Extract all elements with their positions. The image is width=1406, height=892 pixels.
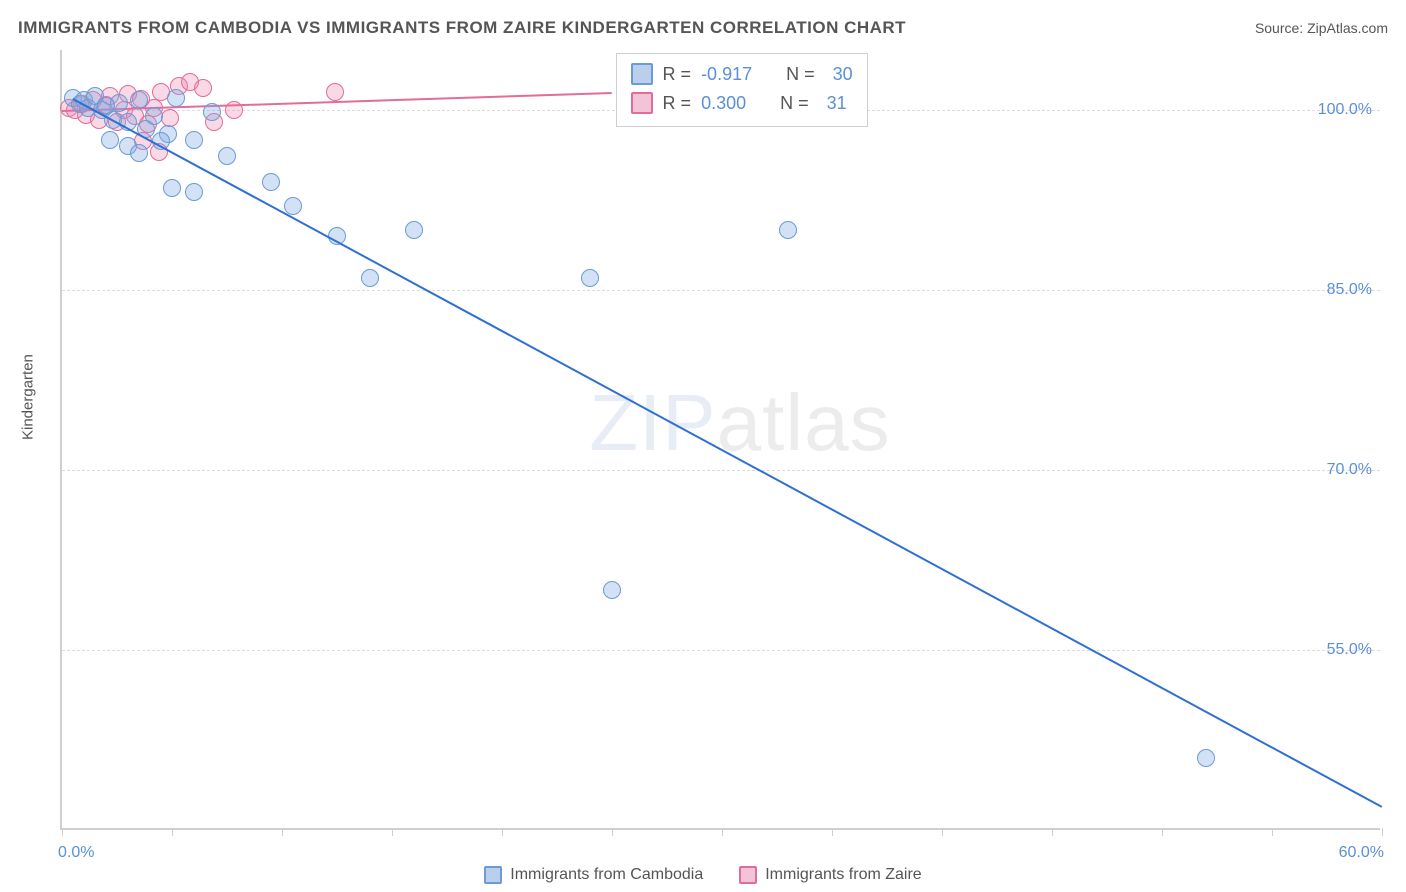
- legend-item-zaire: Immigrants from Zaire: [739, 866, 921, 884]
- x-tick: [1052, 828, 1053, 836]
- stats-row-zaire: R = 0.300 N = 31: [631, 89, 853, 118]
- gridline-h: [62, 650, 1380, 651]
- legend-swatch-zaire: [739, 866, 757, 884]
- stats-R-value: -0.917: [701, 60, 752, 89]
- x-tick: [942, 828, 943, 836]
- scatter-point-cambodia: [262, 173, 280, 191]
- y-tick-label: 70.0%: [1327, 461, 1372, 479]
- stats-row-cambodia: R = -0.917 N = 30: [631, 60, 853, 89]
- x-start-label: 0.0%: [58, 844, 94, 862]
- x-tick: [282, 828, 283, 836]
- gridline-h: [62, 470, 1380, 471]
- stats-box: R =-0.917N =30R =0.300N =31: [616, 53, 868, 127]
- stats-swatch-zaire: [631, 92, 653, 114]
- scatter-point-cambodia: [1197, 749, 1215, 767]
- legend-item-cambodia: Immigrants from Cambodia: [484, 866, 703, 884]
- scatter-point-cambodia: [284, 197, 302, 215]
- scatter-point-cambodia: [130, 91, 148, 109]
- plot-area: ZIPatlas 55.0%70.0%85.0%100.0%0.0%60.0%R…: [60, 50, 1380, 830]
- scatter-point-cambodia: [405, 221, 423, 239]
- scatter-point-zaire: [326, 83, 344, 101]
- x-tick: [722, 828, 723, 836]
- stats-R-label: R =: [663, 89, 692, 118]
- watermark: ZIPatlas: [589, 377, 890, 469]
- scatter-point-cambodia: [185, 183, 203, 201]
- scatter-point-cambodia: [603, 581, 621, 599]
- chart-title: IMMIGRANTS FROM CAMBODIA VS IMMIGRANTS F…: [18, 18, 906, 38]
- scatter-point-cambodia: [779, 221, 797, 239]
- x-tick: [62, 828, 63, 836]
- legend-swatch-cambodia: [484, 866, 502, 884]
- x-tick: [832, 828, 833, 836]
- scatter-point-cambodia: [581, 269, 599, 287]
- x-tick: [1162, 828, 1163, 836]
- watermark-bold: ZIP: [589, 378, 716, 467]
- stats-R-label: R =: [663, 60, 692, 89]
- scatter-point-cambodia: [218, 147, 236, 165]
- x-tick: [612, 828, 613, 836]
- scatter-point-cambodia: [203, 103, 221, 121]
- stats-R-value: 0.300: [701, 89, 746, 118]
- stats-N-value: 30: [825, 60, 853, 89]
- scatter-point-cambodia: [145, 107, 163, 125]
- trend-line-cambodia: [73, 98, 1383, 808]
- x-tick: [1272, 828, 1273, 836]
- x-tick: [502, 828, 503, 836]
- watermark-thin: atlas: [717, 378, 891, 467]
- x-tick: [172, 828, 173, 836]
- y-tick-label: 55.0%: [1327, 641, 1372, 659]
- x-end-label: 60.0%: [1339, 844, 1384, 862]
- scatter-point-cambodia: [163, 179, 181, 197]
- scatter-point-zaire: [194, 79, 212, 97]
- stats-swatch-cambodia: [631, 63, 653, 85]
- y-axis-label: Kindergarten: [20, 354, 37, 440]
- legend-label-cambodia: Immigrants from Cambodia: [510, 866, 703, 884]
- scatter-point-cambodia: [167, 89, 185, 107]
- scatter-point-cambodia: [185, 131, 203, 149]
- source-label: Source: ZipAtlas.com: [1255, 20, 1388, 36]
- stats-N-label: N =: [780, 89, 809, 118]
- scatter-point-cambodia: [361, 269, 379, 287]
- y-tick-label: 85.0%: [1327, 281, 1372, 299]
- x-tick: [392, 828, 393, 836]
- scatter-point-cambodia: [101, 131, 119, 149]
- stats-N-label: N =: [786, 60, 815, 89]
- y-tick-label: 100.0%: [1318, 101, 1372, 119]
- scatter-point-cambodia: [110, 94, 128, 112]
- gridline-h: [62, 290, 1380, 291]
- scatter-point-cambodia: [130, 144, 148, 162]
- stats-N-value: 31: [819, 89, 847, 118]
- legend-label-zaire: Immigrants from Zaire: [765, 866, 921, 884]
- legend-bottom: Immigrants from Cambodia Immigrants from …: [0, 866, 1406, 884]
- x-tick: [1382, 828, 1383, 836]
